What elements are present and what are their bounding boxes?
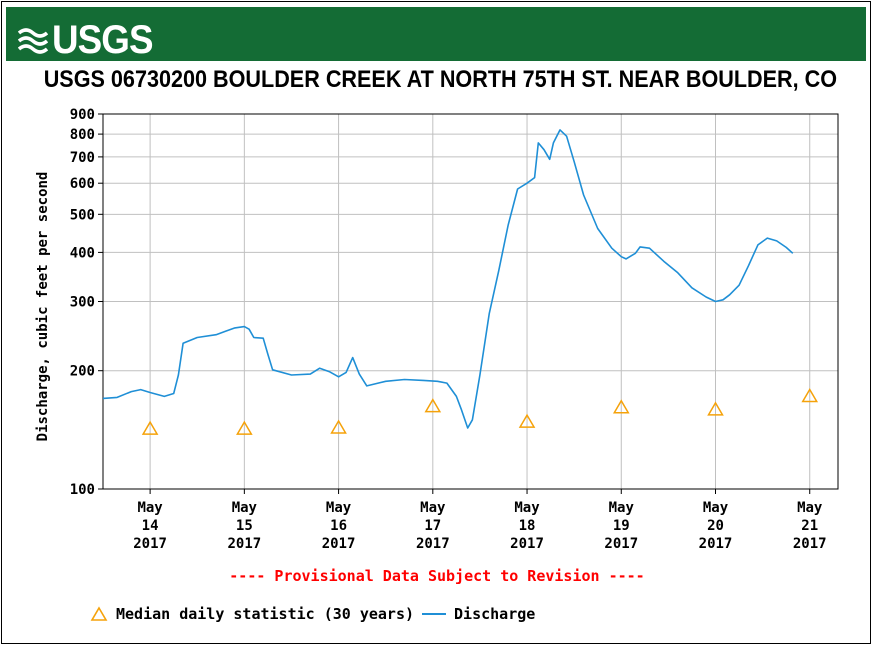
x-tick-label: May bbox=[137, 500, 163, 516]
median-marker bbox=[424, 398, 442, 413]
y-tick-label: 200 bbox=[70, 364, 95, 380]
provisional-notice: ---- Provisional Data Subject to Revisio… bbox=[229, 567, 645, 585]
x-tick-label: 14 bbox=[142, 518, 159, 534]
discharge-line bbox=[102, 129, 794, 429]
median-marker bbox=[330, 419, 347, 434]
x-tick-label: May bbox=[232, 500, 258, 516]
x-tick-label: 19 bbox=[613, 518, 630, 534]
median-marker bbox=[707, 401, 724, 416]
legend-discharge-label: Discharge bbox=[454, 605, 536, 623]
grid-lines bbox=[103, 113, 838, 490]
x-tick-label: May bbox=[703, 500, 729, 516]
y-tick-label: 800 bbox=[70, 127, 95, 143]
x-tick-label: 2017 bbox=[510, 536, 544, 552]
x-tick-label: 17 bbox=[424, 518, 441, 534]
y-axis-label: Discharge, cubic feet per second bbox=[35, 172, 51, 442]
y-tick-label: 900 bbox=[70, 107, 95, 123]
y-tick-label: 600 bbox=[70, 176, 95, 192]
x-tick-label: 2017 bbox=[227, 536, 261, 552]
y-tick-label: 100 bbox=[70, 482, 95, 498]
x-tick-label: May bbox=[797, 500, 823, 516]
y-axis-ticks: 100 200 300 400 500 600 700 800 900 bbox=[70, 107, 103, 498]
discharge-legend-line-icon bbox=[422, 613, 447, 615]
x-tick-label: May bbox=[326, 500, 352, 516]
x-tick-label: 2017 bbox=[322, 536, 356, 552]
x-tick-label: 2017 bbox=[133, 536, 167, 552]
x-tick-label: 21 bbox=[801, 518, 818, 534]
x-tick-label: 2017 bbox=[793, 536, 827, 552]
usgs-banner: USGS bbox=[6, 7, 866, 64]
x-tick-label: 18 bbox=[519, 518, 536, 534]
y-tick-label: 700 bbox=[70, 150, 95, 166]
chart-legend: Median daily statistic (30 years) Discha… bbox=[90, 605, 535, 623]
y-tick-label: 300 bbox=[70, 295, 95, 311]
usgs-logo-text: USGS bbox=[52, 17, 154, 62]
chart-title: USGS 06730200 BOULDER CREEK AT NORTH 75T… bbox=[43, 66, 838, 93]
x-tick-label: May bbox=[420, 500, 446, 516]
median-marker bbox=[801, 387, 819, 403]
usgs-waves-icon bbox=[18, 28, 48, 54]
x-tick-label: 20 bbox=[707, 518, 724, 534]
usgs-logo[interactable]: USGS bbox=[18, 16, 161, 64]
x-tick-label: 16 bbox=[330, 518, 347, 534]
median-marker bbox=[236, 420, 253, 435]
x-tick-label: 2017 bbox=[416, 536, 450, 552]
legend-median-label: Median daily statistic (30 years) bbox=[116, 605, 415, 623]
x-axis-ticks: May 14 2017 May 15 2017 May 16 2017 May 17 2017 May 1… bbox=[133, 489, 827, 552]
y-tick-label: 400 bbox=[70, 245, 95, 261]
median-marker bbox=[141, 420, 159, 435]
y-tick-label: 500 bbox=[70, 207, 95, 223]
median-marker bbox=[612, 399, 630, 414]
series-layer bbox=[102, 129, 819, 435]
x-tick-label: 2017 bbox=[699, 536, 733, 552]
x-tick-label: May bbox=[609, 500, 635, 516]
x-tick-label: 2017 bbox=[604, 536, 638, 552]
x-tick-label: May bbox=[514, 500, 540, 516]
x-tick-label: 15 bbox=[236, 518, 253, 534]
median-marker bbox=[518, 413, 536, 428]
median-legend-triangle-icon bbox=[90, 606, 108, 621]
